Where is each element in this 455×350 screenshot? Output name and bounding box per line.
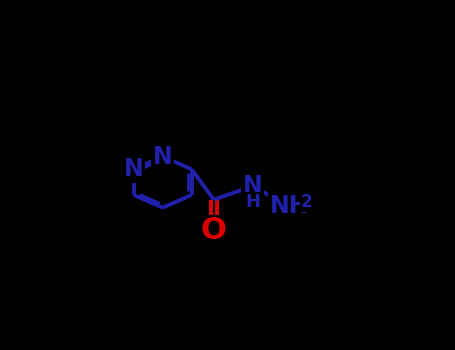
Text: N: N <box>124 158 143 181</box>
Text: N: N <box>243 174 263 198</box>
Text: NH: NH <box>270 194 309 218</box>
Text: 2: 2 <box>301 193 312 211</box>
Text: N: N <box>153 145 172 169</box>
Text: H: H <box>245 193 260 211</box>
Text: O: O <box>201 216 227 245</box>
